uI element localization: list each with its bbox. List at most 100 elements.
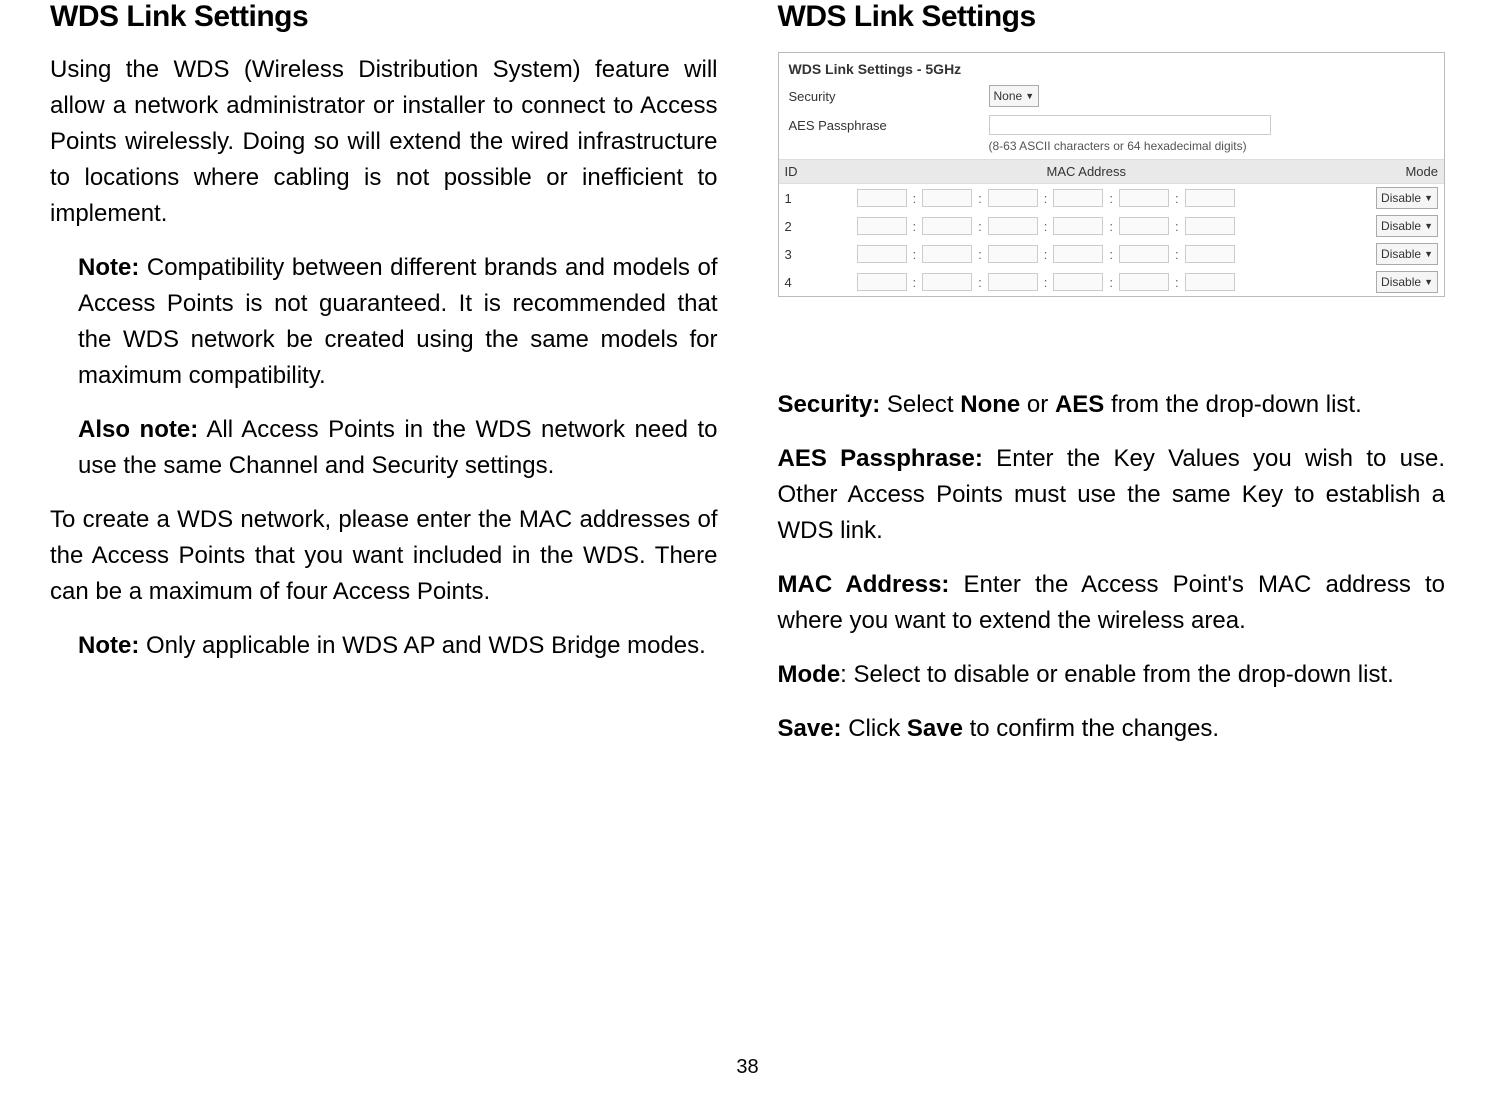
col-id: ID xyxy=(779,160,831,184)
desc-text: to confirm the changes. xyxy=(963,715,1219,742)
mac-octet-input[interactable] xyxy=(988,217,1038,235)
page-number: 38 xyxy=(0,1056,1495,1079)
chevron-down-icon: ▼ xyxy=(1424,277,1433,287)
row-id: 4 xyxy=(779,268,831,296)
mac-octet-input[interactable] xyxy=(1119,245,1169,263)
mac-separator: : xyxy=(972,219,988,234)
security-description: Security: Select None or AES from the dr… xyxy=(778,387,1446,423)
mac-octet-input[interactable] xyxy=(922,217,972,235)
mac-octet-input[interactable] xyxy=(1053,273,1103,291)
mac-separator: : xyxy=(1103,275,1119,290)
mac-octet-input[interactable] xyxy=(1185,273,1235,291)
note-label: Note: xyxy=(78,254,139,281)
chevron-down-icon: ▼ xyxy=(1424,221,1433,231)
col-mac: MAC Address xyxy=(831,160,1343,184)
col-mode: Mode xyxy=(1342,160,1444,184)
mode-select[interactable]: Disable ▼ xyxy=(1376,187,1438,209)
note-text: Compatibility between different brands a… xyxy=(78,254,718,389)
mode-select-value: Disable xyxy=(1381,219,1421,233)
row-id: 1 xyxy=(779,184,831,213)
aes-description: AES Passphrase: Enter the Key Values you… xyxy=(778,441,1446,549)
mac-octet-input[interactable] xyxy=(1053,245,1103,263)
left-heading: WDS Link Settings xyxy=(50,0,718,34)
mode-select[interactable]: Disable ▼ xyxy=(1376,243,1438,265)
table-row: 1 : : : : : xyxy=(779,184,1445,213)
mode-select[interactable]: Disable ▼ xyxy=(1376,215,1438,237)
desc-text: Click xyxy=(842,715,907,742)
desc-label: AES Passphrase: xyxy=(778,445,983,472)
mac-octet-input[interactable] xyxy=(1119,217,1169,235)
mode-select-value: Disable xyxy=(1381,247,1421,261)
security-row: Security None ▼ xyxy=(779,81,1445,111)
mac-octet-input[interactable] xyxy=(922,245,972,263)
mac-octet-input[interactable] xyxy=(988,189,1038,207)
mac-octet-input[interactable] xyxy=(922,273,972,291)
desc-text: from the drop-down list. xyxy=(1104,391,1361,418)
left-paragraph-2: To create a WDS network, please enter th… xyxy=(50,502,718,610)
mode-description: Mode: Select to disable or enable from t… xyxy=(778,657,1446,693)
panel-title: WDS Link Settings - 5GHz xyxy=(779,53,1445,81)
right-heading: WDS Link Settings xyxy=(778,0,1446,34)
table-header-row: ID MAC Address Mode xyxy=(779,160,1445,184)
wds-settings-panel: WDS Link Settings - 5GHz Security None ▼… xyxy=(778,52,1446,297)
desc-text: Select xyxy=(880,391,960,418)
mac-separator: : xyxy=(1169,219,1185,234)
mac-separator: : xyxy=(1038,247,1054,262)
passphrase-hint: (8-63 ASCII characters or 64 hexadecimal… xyxy=(979,139,1445,159)
mac-octet-input[interactable] xyxy=(857,245,907,263)
row-id: 3 xyxy=(779,240,831,268)
chevron-down-icon: ▼ xyxy=(1424,193,1433,203)
mac-separator: : xyxy=(907,247,923,262)
mac-separator: : xyxy=(1169,247,1185,262)
mac-octet-input[interactable] xyxy=(857,273,907,291)
mac-octet-input[interactable] xyxy=(988,273,1038,291)
mac-octet-input[interactable] xyxy=(1119,273,1169,291)
mac-separator: : xyxy=(1038,219,1054,234)
chevron-down-icon: ▼ xyxy=(1025,91,1034,101)
passphrase-input[interactable] xyxy=(989,115,1271,135)
note-label: Also note: xyxy=(78,416,198,443)
mac-separator: : xyxy=(1103,191,1119,206)
mode-select[interactable]: Disable ▼ xyxy=(1376,271,1438,293)
mac-octet-input[interactable] xyxy=(1185,245,1235,263)
mac-separator: : xyxy=(1103,219,1119,234)
row-id: 2 xyxy=(779,212,831,240)
security-select-value: None xyxy=(994,89,1023,103)
mac-octet-input[interactable] xyxy=(1185,189,1235,207)
left-note-2: Also note: All Access Points in the WDS … xyxy=(78,412,718,484)
mac-octet-input[interactable] xyxy=(1119,189,1169,207)
mac-octet-input[interactable] xyxy=(922,189,972,207)
mac-octet-input[interactable] xyxy=(857,217,907,235)
mac-octet-input[interactable] xyxy=(988,245,1038,263)
mac-separator: : xyxy=(972,247,988,262)
desc-label: Save: xyxy=(778,715,842,742)
passphrase-row: AES Passphrase xyxy=(779,111,1445,139)
mac-separator: : xyxy=(972,191,988,206)
mac-octet-input[interactable] xyxy=(1053,217,1103,235)
mac-description: MAC Address: Enter the Access Point's MA… xyxy=(778,567,1446,639)
mac-separator: : xyxy=(907,275,923,290)
passphrase-label: AES Passphrase xyxy=(789,118,989,133)
desc-bold: AES xyxy=(1055,391,1104,418)
mac-input-group: : : : : : xyxy=(837,273,1337,291)
mac-input-group: : : : : : xyxy=(837,189,1337,207)
mac-separator: : xyxy=(907,219,923,234)
mac-separator: : xyxy=(1169,275,1185,290)
mac-separator: : xyxy=(1169,191,1185,206)
security-select[interactable]: None ▼ xyxy=(989,85,1040,107)
mac-separator: : xyxy=(1038,275,1054,290)
mac-separator: : xyxy=(1038,191,1054,206)
mac-input-group: : : : : : xyxy=(837,217,1337,235)
mac-separator: : xyxy=(907,191,923,206)
desc-bold: None xyxy=(960,391,1020,418)
security-label: Security xyxy=(789,89,989,104)
desc-text: or xyxy=(1020,391,1055,418)
mode-select-value: Disable xyxy=(1381,191,1421,205)
save-description: Save: Click Save to confirm the changes. xyxy=(778,711,1446,747)
mac-octet-input[interactable] xyxy=(857,189,907,207)
mac-separator: : xyxy=(972,275,988,290)
mac-octet-input[interactable] xyxy=(1185,217,1235,235)
desc-label: MAC Address: xyxy=(778,571,950,598)
mac-octet-input[interactable] xyxy=(1053,189,1103,207)
left-paragraph-1: Using the WDS (Wireless Distribution Sys… xyxy=(50,52,718,232)
